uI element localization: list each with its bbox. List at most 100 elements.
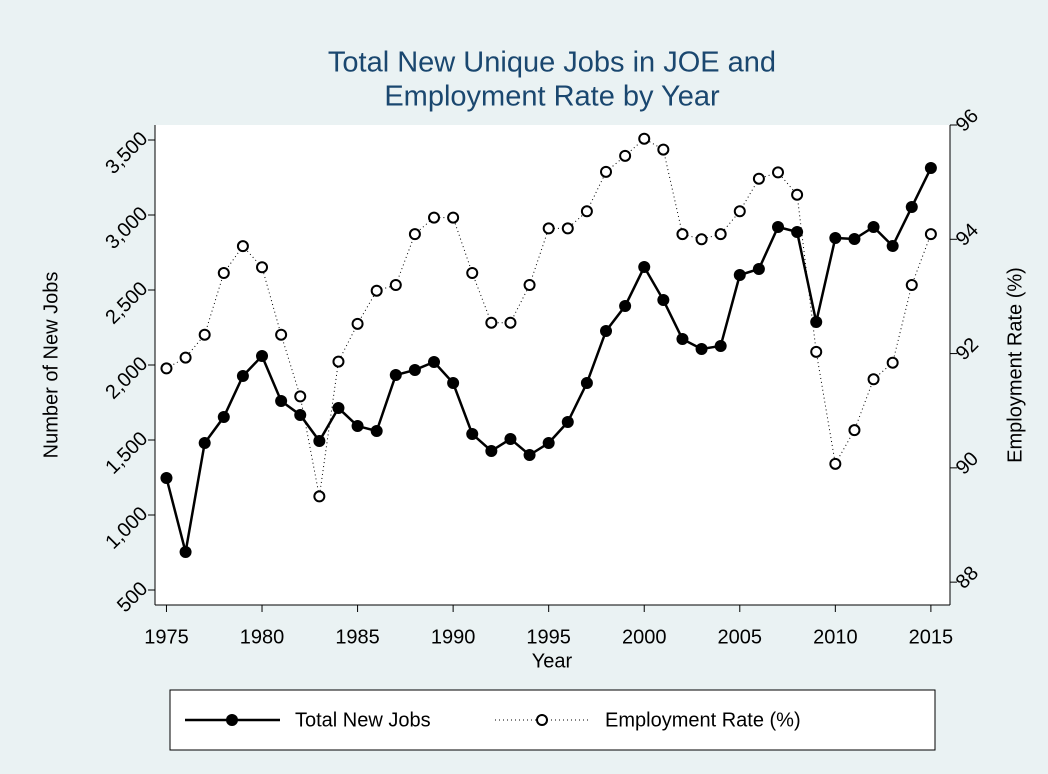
y2-tick-label: 88 [952,562,983,593]
point [313,435,326,448]
x-axis-title: Year [532,650,573,672]
y2-axis-title: Employment Rate (%) [1004,267,1026,463]
x-tick-label: 2010 [813,626,858,648]
legend-label: Employment Rate (%) [605,709,801,731]
point [886,356,899,369]
x-tick-label: 1995 [526,626,571,648]
point [657,294,670,307]
series-line [166,138,932,497]
y-tick-label: 500 [113,578,152,617]
point [619,149,632,162]
point [752,263,765,275]
point [867,373,880,386]
point [829,457,842,470]
y-tick-label: 3,000 [101,203,152,254]
point [924,228,937,241]
y2-tick-label: 94 [952,219,983,250]
point [580,205,593,218]
point [829,231,842,244]
point [198,328,211,341]
point [867,221,880,233]
point [886,240,899,253]
point [733,269,746,281]
point [236,369,249,382]
y2-tick-label: 92 [952,334,983,365]
point [695,342,708,355]
y2-tick-label: 90 [952,448,983,479]
point [389,369,402,382]
point [256,261,269,274]
point [466,428,479,440]
point [772,221,785,233]
point [485,316,498,329]
point [179,546,192,559]
point [791,188,804,201]
point [561,416,574,428]
point [447,377,460,389]
point [924,162,937,175]
point [198,437,211,449]
plot-area [155,125,950,605]
point [542,222,555,235]
point [217,267,230,279]
y-tick-label: 2,000 [101,353,152,404]
legend-marker [536,714,548,726]
point [542,437,555,449]
point [294,390,307,403]
point [160,471,173,484]
point [485,444,498,457]
point [580,377,593,389]
point [447,211,460,224]
point [256,350,269,362]
point [332,355,345,368]
point [408,363,421,376]
point [619,300,632,313]
legend-marker [226,714,238,726]
point [600,165,613,178]
point [714,339,727,352]
x-tick-label: 2005 [718,626,763,648]
point [810,315,823,328]
point [638,261,651,274]
point [370,284,383,297]
point [905,279,918,291]
point [389,279,402,291]
x-tick-label: 1975 [144,626,189,648]
point [275,395,288,407]
point [657,143,670,156]
point [428,356,441,368]
x-tick-label: 2000 [622,626,667,648]
x-tick-label: 1985 [335,626,380,648]
y-tick-label: 1,500 [101,428,152,479]
point [504,432,517,445]
point [179,351,192,364]
y-tick-label: 3,500 [101,128,152,179]
point [332,402,345,415]
point [561,222,574,235]
point [791,225,804,238]
point [370,425,383,437]
point [351,420,364,433]
point [714,228,727,241]
chart-title: Employment Rate by Year [384,81,720,113]
point [752,172,765,185]
point [408,228,421,241]
legend [169,689,936,751]
point [848,424,861,437]
point [428,211,441,224]
y-tick-label: 1,000 [101,503,152,554]
point [810,345,823,358]
point [676,333,689,346]
point [275,328,288,341]
point [504,316,517,329]
x-tick-label: 1990 [431,626,476,648]
point [772,166,785,179]
point [466,267,479,279]
point [600,324,613,337]
point [905,201,918,214]
point [217,411,230,424]
point [313,490,326,503]
point [523,279,536,291]
y2-tick-label: 96 [952,105,983,136]
